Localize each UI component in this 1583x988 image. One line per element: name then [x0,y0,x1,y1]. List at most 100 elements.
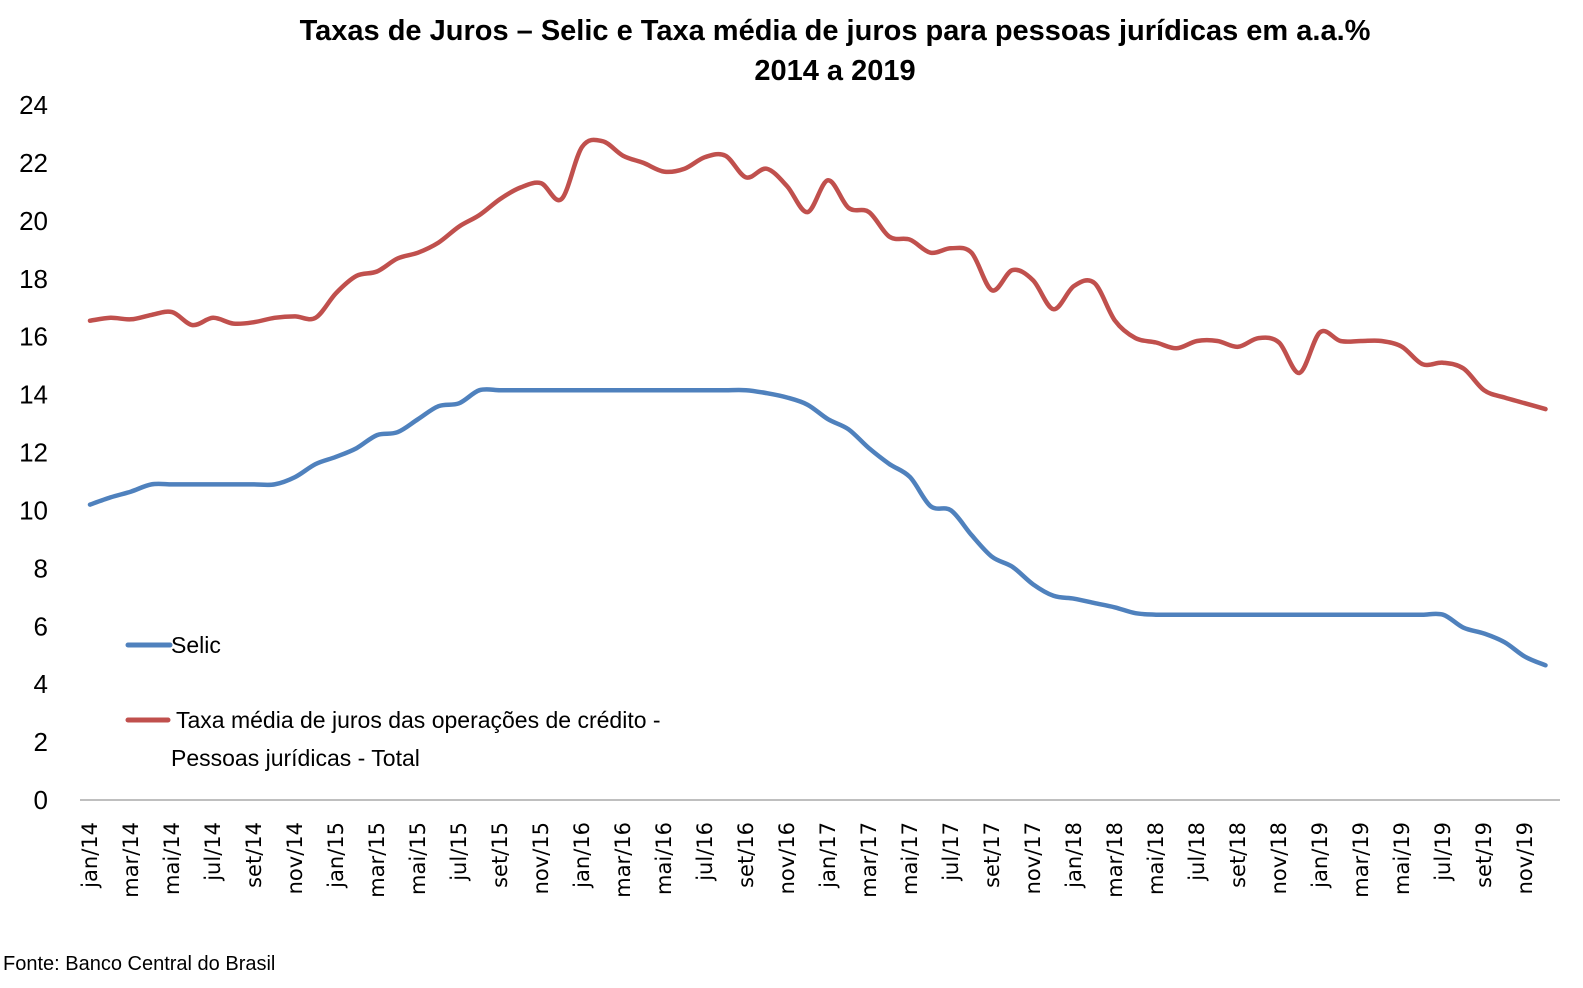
data-point: out/17: 8.05 [1010,564,1016,570]
data-point: jun/19: 6.4 [1420,612,1426,618]
data-point: jan/15: 17.5 [333,290,339,296]
data-point: set/17: 17.6 [989,287,995,293]
x-tick-label: set/16 [734,822,758,888]
data-point: jan/14: 10.2 [87,502,93,508]
x-tick-label: mar/15 [365,822,389,898]
x-tick-label: set/19 [1472,822,1496,888]
data-point: jan/15: 11.85 [333,454,339,460]
y-tick-label: 20 [19,206,48,236]
y-tick-label: 0 [34,785,48,815]
data-point: mai/18: 15.8 [1153,340,1159,346]
data-point: nov/18: 6.4 [1276,612,1282,618]
data-point: jul/18: 6.4 [1194,612,1200,618]
data-point: jul/16: 14.15 [702,387,708,393]
data-point: nov/17: 7.45 [1030,581,1036,587]
data-point: jan/17: 13.15 [825,416,831,422]
data-point: mar/14: 16.6 [128,316,134,322]
data-point: out/18: 6.4 [1256,612,1262,618]
data-point: abr/18: 15.95 [1133,335,1139,341]
data-point: jul/18: 15.85 [1194,338,1200,344]
line-taxa-media [87,137,1548,412]
x-tick-label: jul/18 [1185,822,1209,882]
x-tick-label: mar/16 [611,822,635,898]
data-point: ago/17: 18.9 [969,250,975,256]
data-point: out/16: 14.05 [764,390,770,396]
data-point: mar/17: 12.15 [866,445,872,451]
x-tick-label: nov/15 [529,822,553,894]
data-point: out/15: 21.15 [518,185,524,191]
x-tick-label: set/15 [488,822,512,888]
data-point: dez/17: 7.05 [1051,593,1057,599]
data-point: jun/15: 19.25 [436,240,442,246]
data-point: ago/19: 5.95 [1461,625,1467,631]
data-point: abr/14: 10.9 [149,481,155,487]
x-tick-label: mai/16 [652,822,676,895]
data-point: abr/15: 18.7 [395,256,401,262]
data-point: mar/14: 10.65 [128,489,134,495]
x-axis: jan/14 mar/14 mai/14 jul/14 set/14 nov/14 jan/… [78,822,1537,898]
data-point: ago/14: 10.9 [231,481,237,487]
data-point: nov/15: 14.15 [538,387,544,393]
data-point: set/16: 21.5 [743,174,749,180]
data-point: dez/15: 14.15 [559,387,565,393]
data-point: jan/19: 16.15 [1317,329,1323,335]
x-tick-label: mar/18 [1103,822,1127,898]
x-tick-label: nov/14 [283,822,307,894]
x-tick-label: jan/16 [570,822,594,889]
data-point: jan/16: 14.15 [579,387,585,393]
data-point: out/15: 14.15 [518,387,524,393]
x-tick-label: mai/18 [1144,822,1168,895]
x-tick-label: jul/19 [1431,822,1455,882]
data-point: abr/17: 11.6 [887,461,893,467]
data-point: set/18: 6.4 [1235,612,1241,618]
data-point: jun/14: 16.4 [190,322,196,328]
y-tick-label: 16 [19,322,48,352]
data-point: nov/19: 4.95 [1522,654,1528,660]
data-point: set/15: 20.75 [497,196,503,202]
y-tick-label: 14 [19,380,48,410]
x-tick-label: set/14 [242,822,266,888]
data-point: set/14: 10.9 [251,481,257,487]
data-point: dez/18: 14.75 [1297,370,1303,376]
data-point: abr/15: 12.7 [395,429,401,435]
y-tick-label: 22 [19,148,48,178]
data-point: abr/19: 6.4 [1379,612,1385,618]
y-tick-label: 6 [34,611,48,641]
legend-item-taxa-media[interactable]: Taxa média de juros das operações de cré… [125,707,667,771]
data-point: set/14: 16.5 [251,319,257,325]
data-point: mai/14: 16.85 [169,309,175,315]
data-point: mai/17: 11.15 [907,474,913,480]
data-point: ago/18: 6.4 [1215,612,1221,618]
series-layer: jan/14: 10.2 fev/14: 10.45 mar/14: 10.65 ab… [87,137,1549,668]
data-point: jul/16: 22.2 [702,154,708,160]
data-point: abr/16: 22 [641,160,647,166]
data-point: mai/19: 6.4 [1399,612,1405,618]
x-tick-label: jan/18 [1062,822,1086,889]
x-tick-label: mar/17 [857,822,881,898]
series-taxa-media: jan/14: 16.55 fev/14: 16.65 mar/14: 16.6 ab… [87,137,1548,412]
data-point: mar/15: 12.6 [374,432,380,438]
legend-label-taxa-media-line-1: Taxa média de juros das operações de cré… [176,707,661,733]
y-tick-label: 8 [34,553,48,583]
data-point: mar/18: 16.55 [1112,318,1118,324]
data-point: jun/16: 21.8 [682,166,688,172]
data-point: jun/17: 18.9 [928,250,934,256]
x-tick-label: mai/19 [1390,822,1414,895]
data-point: jun/19: 15.05 [1420,361,1426,367]
x-tick-label: nov/16 [775,822,799,894]
data-point: fev/18: 17.85 [1092,280,1098,286]
data-point: fev/14: 10.45 [108,494,114,500]
data-point: fev/19: 15.85 [1338,338,1344,344]
data-point: abr/17: 19.45 [887,234,893,240]
data-point: out/16: 21.8 [764,166,770,172]
legend-item-selic[interactable]: Selic [125,632,221,658]
data-point: ago/19: 14.9 [1461,366,1467,372]
line-selic [87,387,1548,668]
legend: Selic Taxa média de juros das operações … [125,632,667,771]
data-point: jul/15: 13.7 [456,400,462,406]
y-tick-label: 2 [34,727,48,757]
data-point: fev/14: 16.65 [108,315,114,321]
data-point: dez/19: 4.65 [1543,662,1549,668]
